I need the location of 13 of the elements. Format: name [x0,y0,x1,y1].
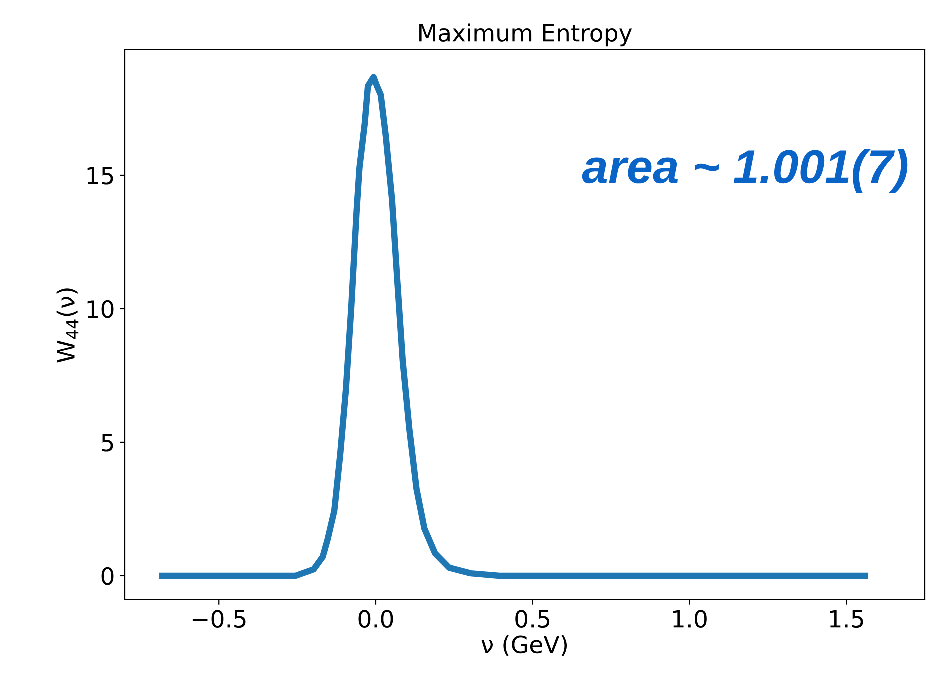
y-tick-label: 0 [102,567,114,586]
y-tick-label: 10 [88,300,114,318]
x-tick-label: 0.5 [516,610,550,628]
chart-title: Maximum Entropy [420,24,632,47]
x-tick-label: 0.0 [358,610,394,628]
x-tick-label: −0.5 [192,610,246,628]
x-axis-title: ν (GeV) [482,635,568,656]
x-tick-label: 1.5 [830,610,864,628]
x-tick-label: 1.0 [674,610,707,628]
y-tick-label: 5 [102,434,114,452]
y-axis-title: W$_{44}$(ν) [56,288,79,363]
y-tick-label: 15 [88,167,114,185]
annotation: area ~ 1.001(7) [582,148,908,194]
